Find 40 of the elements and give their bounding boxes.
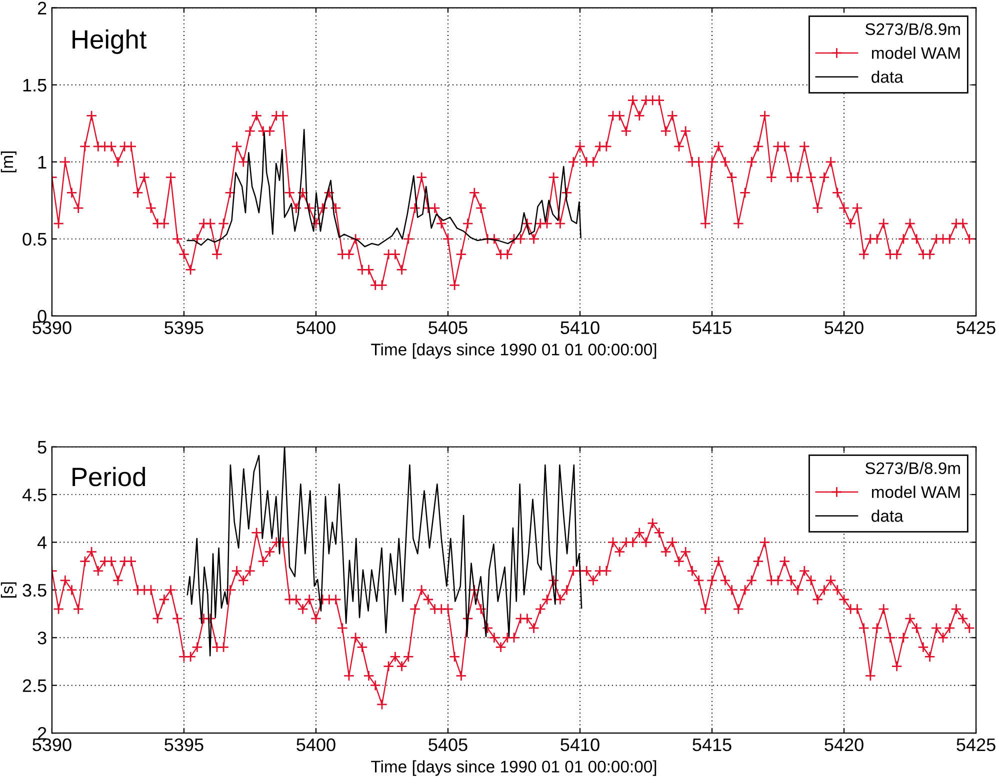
y-tick-label: 4.5 bbox=[22, 488, 46, 502]
x-tick-label: 5390 bbox=[32, 321, 72, 334]
x-tick-label: 5425 bbox=[956, 321, 996, 334]
legend-label: model WAM bbox=[872, 486, 960, 498]
text: Period bbox=[72, 466, 146, 486]
y-tick-label: 3 bbox=[38, 632, 46, 644]
legend-label: data bbox=[872, 70, 904, 83]
x-tick-label: 5420 bbox=[824, 321, 864, 334]
y-tick-label: 1.5 bbox=[23, 78, 46, 92]
legend-label: model WAM bbox=[872, 46, 960, 59]
y-tick-label: 2.5 bbox=[22, 679, 46, 692]
y-tick-label: 2 bbox=[38, 2, 46, 14]
x-tick-label: 5405 bbox=[428, 738, 468, 752]
x-tick-label: 5425 bbox=[956, 738, 996, 752]
x-axis-title: Time [days since 1990 01 01 00:00:00] bbox=[371, 343, 656, 359]
y-axis-title: [m] bbox=[0, 152, 16, 172]
y-tick-label: 0 bbox=[38, 310, 46, 323]
x-tick-label: 5415 bbox=[692, 738, 732, 752]
x-tick-label: 5400 bbox=[296, 738, 336, 752]
y-tick-label: 0.5 bbox=[22, 232, 46, 246]
legend-label: data bbox=[872, 510, 904, 522]
y-tick-label: 5 bbox=[38, 441, 46, 454]
x-tick-label: 5410 bbox=[560, 738, 600, 752]
x-tick-label: 5420 bbox=[824, 738, 864, 752]
legend-title: S273/B/8.9m bbox=[865, 22, 960, 36]
x-tick-label: 5400 bbox=[296, 321, 336, 334]
x-tick-label: 5395 bbox=[164, 738, 204, 752]
x-tick-label: 5415 bbox=[692, 321, 732, 334]
y-tick-label: 3.5 bbox=[22, 584, 46, 597]
y-tick-label: 1 bbox=[38, 156, 46, 168]
x-tick-label: 5405 bbox=[428, 321, 468, 334]
x-axis-title: Time [days since 1990 01 01 00:00:00] bbox=[371, 760, 656, 776]
text: Height bbox=[72, 29, 147, 54]
x-tick-label: 5395 bbox=[164, 321, 204, 334]
x-tick-label: 5390 bbox=[32, 738, 72, 752]
x-tick-label: 5410 bbox=[560, 321, 600, 334]
y-axis-title: [s] bbox=[0, 582, 16, 598]
y-tick-label: 4 bbox=[37, 536, 47, 549]
y-tick-label: 2 bbox=[38, 726, 46, 740]
legend-title: S273/B/8.9m bbox=[865, 462, 960, 474]
